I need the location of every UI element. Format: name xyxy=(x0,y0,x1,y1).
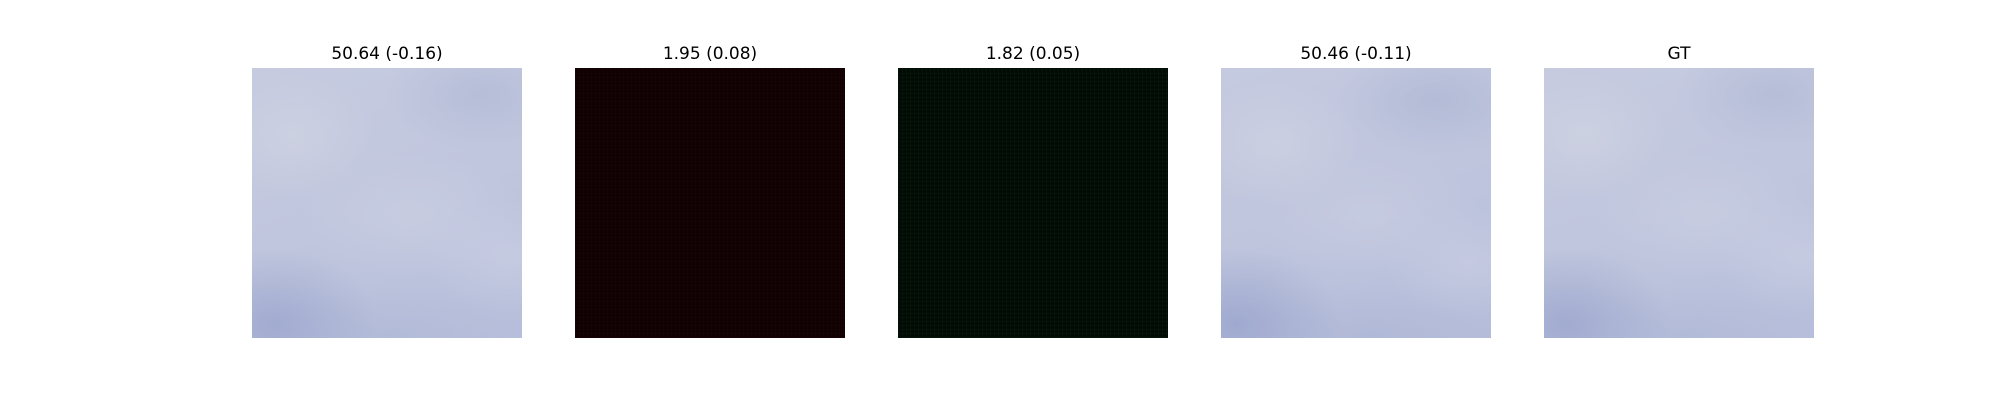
dark-green-image xyxy=(898,68,1168,338)
panel-4: 50.46 (-0.11) xyxy=(1221,0,1491,340)
panel-title: 1.95 (0.08) xyxy=(662,44,758,64)
panel-3: 1.82 (0.05) xyxy=(898,0,1168,340)
sky-image xyxy=(1221,68,1491,338)
panel-1: 50.64 (-0.16) xyxy=(252,0,522,340)
panel-title: 50.64 (-0.16) xyxy=(331,44,443,64)
dark-red-image xyxy=(575,68,845,338)
sky-image xyxy=(252,68,522,338)
panel-2: 1.95 (0.08) xyxy=(575,0,845,340)
panel-title: GT xyxy=(1667,44,1691,64)
panel-title: 50.46 (-0.11) xyxy=(1300,44,1412,64)
panel-title: 1.82 (0.05) xyxy=(985,44,1081,64)
ground-truth-sky-image xyxy=(1544,68,1814,338)
panel-5: GT xyxy=(1544,0,1814,340)
